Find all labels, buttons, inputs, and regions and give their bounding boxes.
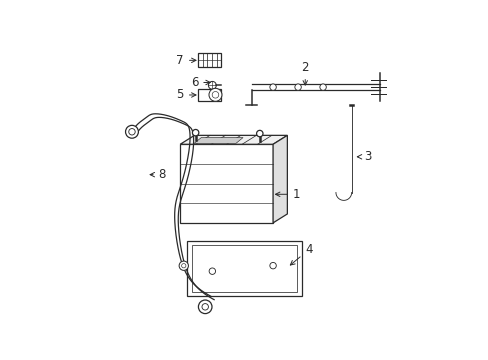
Text: 6: 6 bbox=[190, 76, 210, 89]
Circle shape bbox=[294, 84, 301, 90]
Polygon shape bbox=[198, 89, 221, 101]
Polygon shape bbox=[194, 138, 243, 143]
Text: 1: 1 bbox=[275, 188, 300, 201]
Circle shape bbox=[181, 264, 185, 268]
Text: 5: 5 bbox=[176, 89, 196, 102]
Text: 3: 3 bbox=[357, 150, 371, 163]
Circle shape bbox=[128, 129, 135, 135]
Circle shape bbox=[198, 300, 212, 314]
Polygon shape bbox=[187, 241, 301, 296]
Circle shape bbox=[208, 88, 222, 101]
Polygon shape bbox=[180, 144, 272, 223]
Circle shape bbox=[125, 125, 138, 138]
Circle shape bbox=[192, 130, 199, 136]
Text: 4: 4 bbox=[290, 243, 312, 265]
Polygon shape bbox=[272, 135, 287, 223]
Text: 7: 7 bbox=[176, 54, 196, 67]
Circle shape bbox=[256, 130, 263, 137]
Polygon shape bbox=[180, 135, 287, 144]
Text: 8: 8 bbox=[150, 168, 166, 181]
Circle shape bbox=[212, 91, 218, 98]
Polygon shape bbox=[198, 53, 221, 67]
Circle shape bbox=[179, 261, 188, 270]
Circle shape bbox=[319, 84, 325, 90]
Circle shape bbox=[208, 81, 216, 89]
Circle shape bbox=[269, 84, 276, 90]
Circle shape bbox=[202, 303, 208, 310]
Text: 2: 2 bbox=[301, 61, 308, 85]
